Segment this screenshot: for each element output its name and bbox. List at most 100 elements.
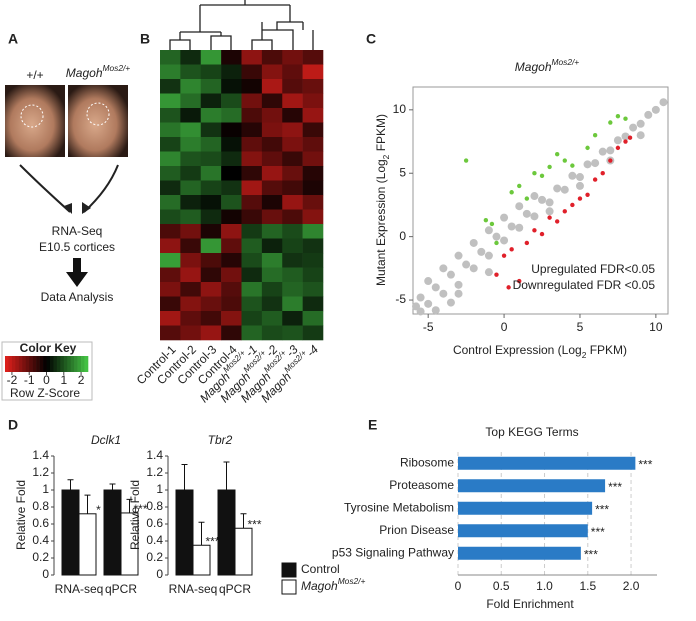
heat-cell [180, 238, 202, 254]
category-label: Proteasome [389, 478, 454, 492]
point [562, 158, 567, 163]
point [562, 209, 567, 214]
heat-cell [241, 64, 263, 80]
heat-cell [241, 50, 263, 65]
point [454, 280, 463, 289]
point [613, 136, 622, 145]
color-key-swatch [81, 356, 85, 372]
heat-cell [302, 137, 324, 152]
point [592, 177, 598, 182]
point [532, 171, 537, 176]
heat-cell [282, 296, 303, 312]
heat-cell [261, 64, 283, 80]
y-axis-label: Relative Fold [14, 480, 28, 550]
point [608, 120, 613, 125]
heat-cell [221, 253, 242, 268]
text-part: Mos2/+ [552, 57, 580, 67]
point [517, 183, 522, 189]
significance: * [96, 503, 101, 517]
color-key-swatch [49, 356, 54, 372]
heat-cell [241, 166, 263, 181]
point [517, 278, 522, 284]
significance: *** [205, 534, 219, 548]
heat-cell [160, 253, 181, 268]
color-key-swatch [43, 356, 47, 372]
heat-cell [180, 50, 202, 65]
point [500, 236, 509, 245]
heat-cell [160, 180, 181, 196]
y-tick-label: 5 [399, 165, 406, 179]
x-tick-label: 5 [577, 320, 584, 334]
heat-cell [200, 79, 222, 94]
heat-cell [241, 325, 263, 341]
point [644, 110, 653, 119]
point [515, 223, 524, 232]
heat-cell [180, 311, 202, 326]
heat-cell [302, 50, 324, 65]
y-tick-label: 1.2 [32, 465, 49, 479]
heat-cell [180, 267, 202, 283]
y-tick-label: 10 [393, 102, 407, 116]
color-key-tick-label: 1 [60, 373, 67, 387]
point [538, 195, 547, 204]
heat-cell [200, 296, 222, 312]
point [454, 251, 463, 260]
text-part: Mutant Expression (Log [374, 159, 388, 286]
heat-cell [160, 209, 181, 225]
heat-cell [302, 166, 324, 181]
color-key-swatch [11, 356, 16, 372]
heat-cell [261, 195, 283, 210]
heat-cell [261, 93, 283, 109]
heat-cell [200, 180, 222, 196]
arrow [19, 164, 71, 213]
heat-cell [221, 311, 242, 326]
heat-cell [160, 238, 181, 254]
point [489, 221, 495, 227]
point [494, 272, 499, 277]
color-key-swatch [18, 356, 23, 372]
bar [61, 489, 80, 576]
heat-cell [302, 224, 324, 239]
point [560, 185, 569, 194]
heat-cell [221, 151, 242, 167]
heat-cell [302, 79, 324, 94]
point [439, 289, 448, 298]
point [570, 202, 575, 208]
error-bar [240, 513, 247, 529]
heat-cell [282, 209, 303, 225]
heat-cell [302, 64, 324, 80]
heat-cell [200, 108, 222, 123]
bar [192, 544, 211, 576]
heat-cell [180, 137, 202, 152]
heat-cell [160, 64, 181, 80]
point [547, 164, 552, 170]
heat-cell [160, 195, 181, 210]
color-key-tick-label: 2 [78, 373, 85, 387]
point [446, 298, 455, 307]
color-key-swatch [53, 356, 58, 372]
bar [78, 513, 97, 576]
heat-cell [160, 166, 181, 181]
heat-cell [302, 311, 324, 326]
heat-cell [200, 311, 222, 326]
heat-cell [200, 93, 222, 109]
heat-cell [180, 195, 202, 210]
color-key-swatch [15, 356, 20, 372]
heat-cell [282, 311, 303, 326]
point [424, 277, 433, 286]
point [483, 217, 489, 223]
color-key-swatch [60, 356, 65, 372]
point [477, 247, 486, 256]
color-key-swatch [70, 356, 75, 372]
y-tick-label: 0.8 [32, 499, 49, 513]
point [454, 289, 463, 298]
point [547, 215, 552, 220]
heat-cell [221, 180, 242, 196]
text-part: FPKM) [374, 114, 388, 155]
error-bar [223, 461, 230, 490]
heat-cell [261, 108, 283, 123]
heat-cell [180, 166, 202, 181]
point [522, 209, 531, 218]
category-label: Prion Disease [379, 523, 454, 537]
heat-cell [221, 122, 242, 138]
